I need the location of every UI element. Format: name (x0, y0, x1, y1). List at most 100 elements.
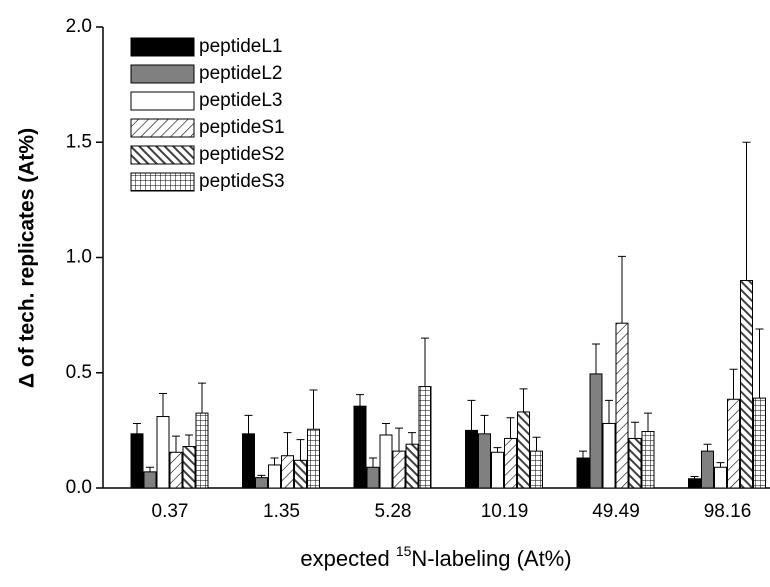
bar (307, 428, 320, 489)
error-bar (716, 462, 725, 468)
x-tick-label: 10.19 (481, 501, 529, 522)
error-bar (408, 432, 416, 445)
bar (130, 433, 144, 489)
bar (740, 280, 753, 489)
error-bar (493, 447, 502, 453)
error-bar (703, 443, 712, 452)
bar (156, 416, 170, 489)
bar (143, 471, 157, 489)
bar (281, 455, 294, 489)
x-label-part: expected (300, 546, 395, 571)
y-axis-label: Δ of tech. replicates (At%) (16, 128, 39, 388)
x-label-part: N-labeling (At%) (411, 546, 571, 571)
error-bar (296, 439, 305, 461)
bar (615, 322, 629, 489)
legend-swatch (130, 91, 195, 111)
bar (418, 386, 432, 489)
bar (465, 429, 478, 489)
error-bar (159, 392, 167, 417)
error-bar (506, 417, 515, 439)
error-bar (618, 255, 626, 324)
bar (628, 437, 642, 489)
error-bar (283, 432, 292, 456)
error-bar (690, 475, 699, 479)
error-bar (519, 388, 528, 412)
error-bar (729, 368, 738, 400)
x-tick-label: 5.28 (375, 501, 412, 522)
legend-swatch (130, 118, 195, 138)
error-bar (309, 389, 318, 430)
y-tick-label: 2.0 (66, 16, 92, 37)
error-bar (257, 474, 266, 478)
bar (242, 433, 255, 489)
legend-label: peptideS2 (199, 144, 285, 165)
bar (392, 450, 406, 489)
error-bar (742, 141, 751, 281)
bar (294, 459, 307, 489)
y-tick-label: 1.0 (66, 247, 92, 268)
bar (641, 431, 655, 489)
bar (688, 478, 701, 489)
bar (366, 466, 380, 489)
error-bar (172, 435, 180, 453)
y-tick-label: 0.5 (66, 362, 92, 383)
error-bar (133, 422, 141, 434)
bar (478, 433, 491, 489)
bar (714, 466, 727, 489)
y-tick-label: 0.0 (66, 477, 92, 498)
x-axis-label: expected 15N-labeling (At%) (300, 543, 571, 571)
bar (379, 434, 393, 489)
error-bar (395, 427, 403, 452)
bar (589, 373, 603, 489)
legend-label: peptideL2 (199, 63, 282, 84)
x-tick-label: 49.49 (592, 501, 640, 522)
bar (405, 443, 419, 489)
error-bar (631, 421, 639, 439)
error-bar (270, 457, 279, 465)
legend-label: peptideS1 (199, 117, 285, 138)
x-tick-label: 0.37 (152, 501, 189, 522)
error-bar (185, 434, 193, 447)
error-bar (369, 457, 377, 468)
legend-swatch (130, 145, 195, 165)
legend-label: peptideL3 (199, 90, 282, 111)
error-bar (421, 337, 429, 387)
bar (727, 398, 740, 489)
bar (530, 450, 543, 489)
error-bar (146, 466, 154, 472)
bar (182, 446, 196, 489)
bar (268, 464, 281, 489)
error-bar (644, 412, 652, 432)
error-bar (532, 436, 541, 452)
bar (491, 451, 504, 489)
x-tick-label: 1.35 (263, 501, 300, 522)
error-bar (755, 328, 764, 399)
legend-swatch (130, 172, 195, 192)
error-bar (579, 450, 587, 459)
error-bar (605, 399, 613, 424)
legend-swatch (130, 37, 195, 57)
bar (169, 451, 183, 489)
legend-swatch (130, 64, 195, 84)
y-tick-label: 1.5 (66, 131, 92, 152)
x-tick-label: 98.16 (704, 501, 752, 522)
bar (602, 422, 616, 489)
legend-label: peptideS3 (199, 171, 285, 192)
x-label-sup: 15 (396, 543, 412, 559)
bar (255, 477, 268, 489)
error-bar (480, 414, 489, 434)
bar (576, 457, 590, 489)
error-bar (198, 382, 206, 414)
bar (753, 397, 766, 489)
bar (701, 450, 714, 489)
error-bar (382, 422, 390, 435)
bar (504, 437, 517, 489)
legend-label: peptideL1 (199, 36, 282, 57)
bar (195, 412, 209, 489)
bar (517, 411, 530, 489)
error-bar (592, 343, 600, 374)
bar (353, 405, 367, 489)
error-bar (356, 394, 364, 407)
error-bar (244, 414, 253, 434)
